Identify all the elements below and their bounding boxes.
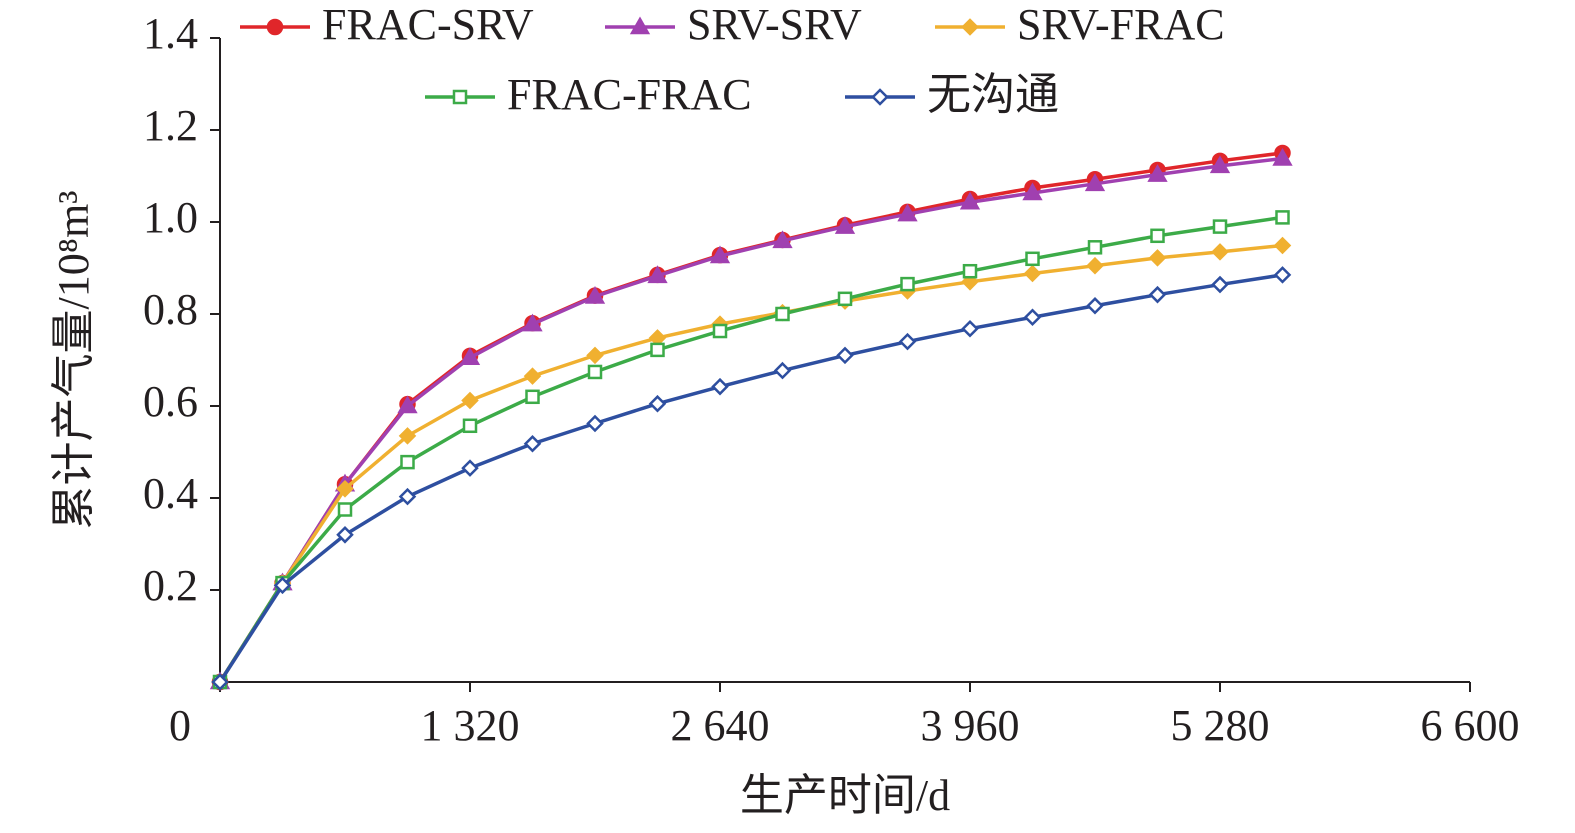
y-tick-label: 1.0 bbox=[143, 193, 198, 242]
marker bbox=[461, 459, 479, 477]
marker bbox=[961, 18, 979, 36]
marker bbox=[398, 427, 417, 445]
marker bbox=[1273, 236, 1292, 255]
marker bbox=[629, 16, 651, 35]
series-line bbox=[218, 156, 1283, 683]
marker bbox=[1211, 243, 1229, 261]
y-tick-label: 1.2 bbox=[143, 101, 198, 150]
marker bbox=[398, 487, 417, 506]
y-tick-label: 0.8 bbox=[143, 285, 198, 334]
marker bbox=[650, 342, 665, 358]
marker bbox=[1023, 308, 1042, 326]
marker bbox=[400, 454, 415, 470]
x-tick-label: 5 280 bbox=[1171, 701, 1270, 750]
marker bbox=[772, 230, 793, 249]
legend-label: SRV-SRV bbox=[687, 0, 862, 49]
marker bbox=[1275, 210, 1290, 225]
marker bbox=[266, 18, 284, 36]
marker bbox=[462, 418, 478, 434]
marker bbox=[1272, 148, 1293, 166]
marker bbox=[1087, 240, 1103, 255]
marker bbox=[523, 434, 542, 453]
marker bbox=[211, 673, 229, 691]
marker bbox=[452, 89, 468, 105]
marker bbox=[461, 391, 479, 410]
marker bbox=[584, 286, 606, 304]
legend-label: SRV-FRAC bbox=[1017, 0, 1225, 49]
series-line bbox=[218, 151, 1283, 683]
marker bbox=[711, 377, 729, 396]
marker bbox=[871, 88, 889, 106]
x-axis-title: 生产时间/d bbox=[740, 771, 950, 820]
marker bbox=[337, 502, 353, 517]
marker bbox=[836, 346, 854, 365]
marker bbox=[709, 245, 731, 264]
legend-label: 无沟通 bbox=[927, 70, 1059, 119]
x-tick-label: 2 640 bbox=[671, 701, 770, 750]
y-tick-label: 1.4 bbox=[143, 9, 198, 58]
marker bbox=[834, 216, 856, 234]
marker bbox=[1273, 266, 1292, 284]
marker bbox=[459, 347, 481, 365]
x-tick-label: 6 600 bbox=[1421, 701, 1520, 750]
marker bbox=[897, 203, 918, 222]
marker bbox=[1023, 264, 1042, 283]
marker bbox=[1147, 164, 1168, 182]
marker bbox=[1148, 285, 1167, 304]
marker bbox=[1086, 256, 1104, 275]
marker bbox=[959, 191, 981, 210]
marker bbox=[962, 263, 978, 279]
marker bbox=[1211, 275, 1229, 294]
x-tick-label: 1 320 bbox=[421, 701, 520, 750]
y-tick-label: 0.2 bbox=[143, 561, 198, 610]
marker bbox=[1150, 228, 1165, 244]
marker bbox=[586, 414, 604, 433]
marker bbox=[1084, 173, 1106, 192]
series-line bbox=[218, 215, 1283, 683]
marker bbox=[525, 389, 540, 405]
marker bbox=[647, 265, 668, 284]
legend-label: FRAC-FRAC bbox=[507, 70, 752, 119]
marker bbox=[837, 291, 853, 307]
marker bbox=[712, 323, 728, 339]
marker bbox=[1209, 155, 1231, 174]
marker bbox=[273, 576, 292, 595]
series-line bbox=[218, 273, 1283, 683]
marker bbox=[1212, 219, 1228, 234]
y-axis-title: 累计产气量/10⁸m³ bbox=[49, 191, 98, 530]
marker bbox=[522, 313, 543, 332]
x-tick-label: 3 960 bbox=[921, 701, 1020, 750]
marker bbox=[1025, 251, 1040, 267]
marker bbox=[898, 332, 917, 351]
marker bbox=[900, 276, 915, 292]
marker bbox=[1148, 249, 1167, 267]
y-tick-label: 0.4 bbox=[143, 469, 198, 518]
marker bbox=[336, 526, 354, 544]
marker bbox=[961, 319, 979, 338]
marker bbox=[397, 395, 418, 414]
marker bbox=[1022, 182, 1043, 201]
marker bbox=[1086, 296, 1104, 315]
marker bbox=[587, 364, 603, 380]
marker bbox=[586, 346, 604, 365]
marker bbox=[648, 394, 667, 413]
y-tick-label: 0.6 bbox=[143, 377, 198, 426]
x-tick-label: 0 bbox=[169, 701, 191, 750]
marker bbox=[523, 367, 542, 385]
marker bbox=[773, 361, 792, 380]
marker bbox=[775, 306, 790, 322]
legend-label: FRAC-SRV bbox=[322, 0, 534, 49]
series-line bbox=[218, 243, 1283, 683]
marker bbox=[336, 480, 354, 498]
